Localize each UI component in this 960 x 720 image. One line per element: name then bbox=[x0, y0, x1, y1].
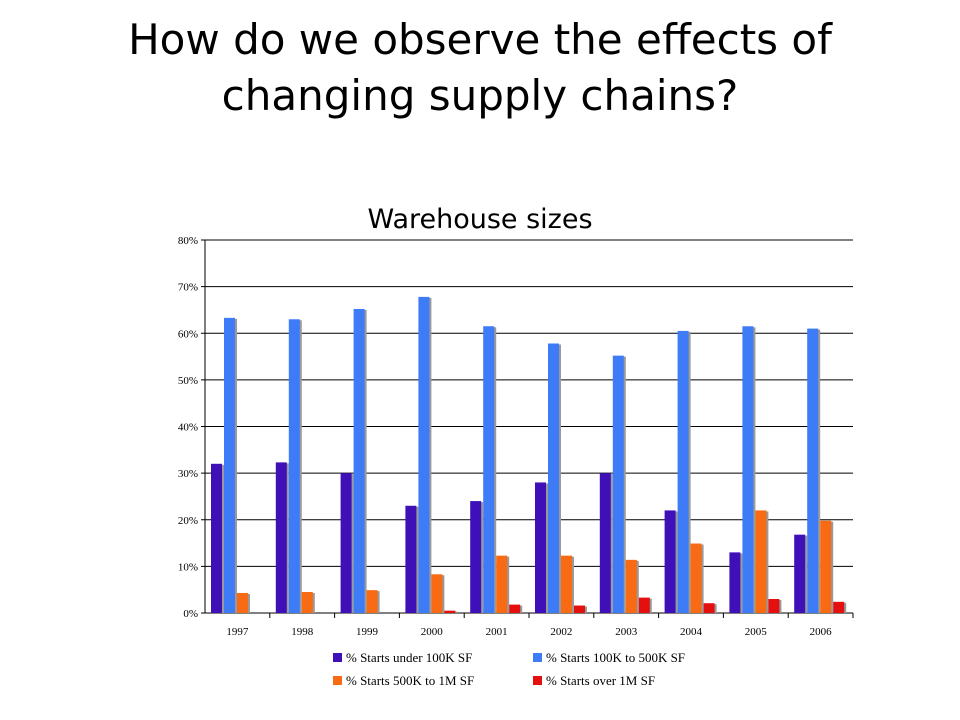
y-tick-label: 60% bbox=[178, 328, 198, 340]
bar bbox=[211, 463, 222, 613]
bar bbox=[301, 592, 313, 613]
x-tick-label: 2004 bbox=[680, 626, 703, 638]
y-tick-label: 50% bbox=[178, 375, 198, 387]
y-tick-label: 0% bbox=[183, 608, 198, 620]
x-tick-label: 2000 bbox=[421, 626, 444, 638]
bar bbox=[405, 505, 417, 613]
bar bbox=[690, 543, 702, 613]
bar bbox=[340, 473, 352, 613]
bar bbox=[677, 330, 689, 613]
x-tick-label: 2002 bbox=[550, 626, 572, 638]
bar bbox=[431, 574, 443, 613]
bar bbox=[625, 559, 637, 613]
bar bbox=[742, 326, 754, 613]
slide-title-line-2: changing supply chains? bbox=[221, 71, 739, 120]
y-tick-label: 70% bbox=[178, 282, 198, 294]
x-tick-label: 2006 bbox=[810, 626, 833, 638]
legend-swatch bbox=[333, 676, 342, 685]
bar bbox=[483, 326, 495, 613]
bar bbox=[418, 296, 430, 613]
bar bbox=[664, 510, 676, 613]
bar bbox=[470, 501, 482, 613]
y-tick-label: 80% bbox=[178, 235, 198, 247]
bar bbox=[353, 309, 365, 613]
x-tick-label: 1997 bbox=[226, 626, 249, 638]
bar bbox=[807, 328, 819, 613]
x-tick-label: 2005 bbox=[745, 626, 768, 638]
bar bbox=[496, 555, 508, 613]
bar bbox=[237, 592, 248, 613]
bar bbox=[638, 597, 650, 613]
bar bbox=[444, 610, 456, 613]
bar bbox=[833, 601, 845, 613]
legend-label: % Starts 100K to 500K SF bbox=[546, 650, 685, 665]
bar bbox=[612, 355, 624, 613]
slide-title-line-1: How do we observe the effects of bbox=[128, 15, 832, 64]
legend-label: % Starts 500K to 1M SF bbox=[346, 673, 474, 688]
bar bbox=[275, 462, 287, 613]
bar bbox=[535, 482, 546, 613]
slide-title: How do we observe the effects of changin… bbox=[0, 12, 960, 124]
bar bbox=[794, 534, 806, 613]
bar bbox=[548, 343, 559, 613]
x-tick-label: 1998 bbox=[291, 626, 314, 638]
y-tick-label: 10% bbox=[178, 561, 198, 573]
legend-swatch bbox=[533, 653, 542, 662]
x-tick-label: 2003 bbox=[615, 626, 638, 638]
y-tick-label: 40% bbox=[178, 422, 198, 434]
legend-swatch bbox=[333, 653, 342, 662]
x-tick-label: 1999 bbox=[356, 626, 379, 638]
y-tick-label: 30% bbox=[178, 468, 198, 480]
bar bbox=[574, 605, 585, 613]
bar bbox=[703, 603, 715, 613]
bar bbox=[366, 590, 378, 613]
chart-title: Warehouse sizes bbox=[367, 204, 593, 235]
bar bbox=[755, 510, 767, 613]
legend-label: % Starts over 1M SF bbox=[546, 673, 655, 688]
bar bbox=[820, 520, 832, 613]
bar bbox=[599, 473, 611, 613]
legend-swatch bbox=[533, 676, 542, 685]
y-tick-label: 20% bbox=[178, 515, 198, 527]
bar bbox=[729, 552, 741, 613]
legend-label: % Starts under 100K SF bbox=[346, 650, 472, 665]
bar bbox=[224, 317, 235, 613]
bar bbox=[768, 599, 780, 613]
bar bbox=[288, 319, 300, 613]
bar bbox=[561, 555, 572, 613]
bar bbox=[509, 604, 521, 613]
x-tick-label: 2001 bbox=[486, 626, 508, 638]
